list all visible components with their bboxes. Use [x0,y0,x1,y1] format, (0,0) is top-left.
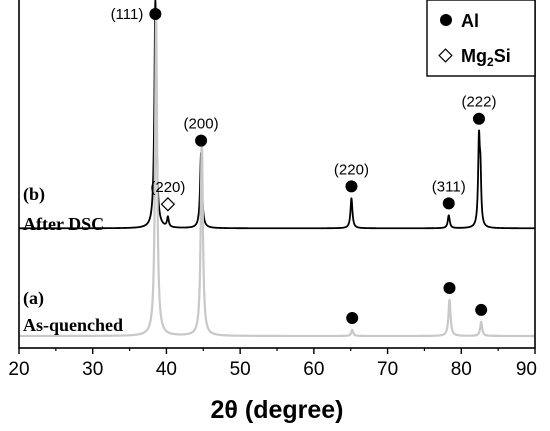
peak-label: (222) [461,94,496,111]
sample-label-b: (b) After DSC [23,184,104,234]
peak-label: (220) [150,179,185,196]
al-peak-marker [345,180,358,193]
x-tick-label: 60 [303,359,324,380]
al-peak-marker [149,8,162,20]
sample-label-b-desc: After DSC [23,214,104,234]
x-tick-label: 80 [451,359,472,380]
x-axis-title: 2θ (degree) [211,396,344,424]
diffraction-traces [18,0,536,338]
legend-mg2si-suffix: Si [494,46,511,66]
peak-label: (200) [184,116,219,133]
legend-mg2si-prefix: Mg [461,46,487,66]
peak-label: (220) [334,161,369,178]
trace-as-quenched [18,14,536,338]
sample-label-a: (a) As-quenched [23,288,123,335]
legend-mg2si-label: Mg2Si [461,46,511,69]
x-axis: 20 30 40 50 60 70 80 90 [8,348,537,380]
peak-markers: (111) (220) (200) (220) (311) (222) [111,6,496,324]
legend-mg2si-subscript: 2 [487,55,494,69]
legend-al-marker [440,14,452,26]
legend-al-label: Al [461,11,479,31]
al-peak-marker [443,281,456,294]
x-tick-label: 20 [8,359,29,380]
x-tick-label: 50 [230,359,251,380]
peak-label: (111) [111,6,144,23]
x-tick-label: 70 [377,359,398,380]
sample-label-b-id: (b) [23,184,45,205]
legend: Al Mg2Si [426,0,536,77]
al-peak-marker [472,112,485,125]
sample-label-a-desc: As-quenched [23,315,123,335]
al-peak-marker [442,197,455,210]
al-peak-marker [346,311,359,324]
x-tick-label: 40 [156,359,177,380]
al-peak-marker [195,134,208,147]
peak-label: (311) [432,178,466,195]
legend-box [426,0,536,77]
x-tick-label: 90 [516,359,537,380]
legend-mg2si-marker [438,48,453,63]
trace-after-dsc [18,0,536,230]
al-peak-marker [475,303,488,316]
mg2si-peak-marker [160,197,176,212]
x-tick-label: 30 [82,359,103,380]
sample-label-a-id: (a) [23,288,44,309]
